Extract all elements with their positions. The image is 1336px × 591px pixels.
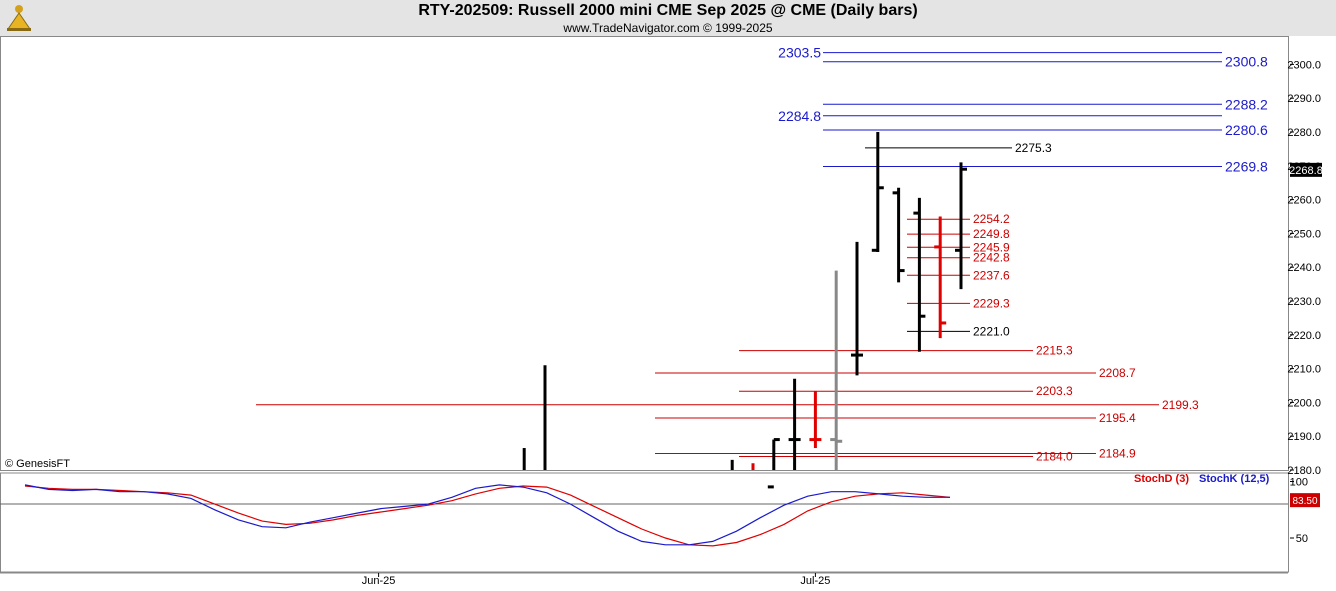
blue-level-label: 2280.6 <box>1225 122 1268 138</box>
stoch-legend-label: StochK (12,5) <box>1199 473 1270 485</box>
price-tick-label: 2240.0 <box>1287 262 1321 274</box>
black-level-label: 2275.3 <box>1015 141 1052 155</box>
stoch-tick-label: 100 <box>1290 477 1308 489</box>
price-tick-label: 2220.0 <box>1287 330 1321 342</box>
stoch-legend-label: StochD (3) <box>1134 473 1189 485</box>
price-tick-label: 2250.0 <box>1287 228 1321 240</box>
price-tick-label: 2280.0 <box>1287 127 1321 139</box>
trader-logo-icon <box>7 5 31 31</box>
price-tick-label: 2290.0 <box>1287 93 1321 105</box>
red-level-label: 2245.9 <box>973 240 1010 254</box>
watermark: © GenesisFT <box>5 458 70 470</box>
chart-subtitle: www.TradeNavigator.com © 1999-2025 <box>563 21 773 35</box>
price-axis: 2180.0 2190.0 2200.0 2210.0 2220.0 2230.0 2240… <box>1287 59 1322 477</box>
red-level-label: 2229.3 <box>973 296 1010 310</box>
red-level-label: 2199.3 <box>1162 398 1199 412</box>
red-level-label: 2184.9 <box>1099 446 1136 460</box>
blue-level-label: 2288.2 <box>1225 96 1268 112</box>
price-tick-label: 2190.0 <box>1287 431 1321 443</box>
price-tick-label: 2300.0 <box>1287 59 1321 71</box>
blue-level-label: 2284.8 <box>778 108 821 124</box>
stoch-level-label: 83.50 <box>1292 496 1317 507</box>
red-level-label: 2254.2 <box>973 212 1010 226</box>
price-tick-label: 2200.0 <box>1287 397 1321 409</box>
red-level-label: 2195.4 <box>1099 411 1136 425</box>
blue-level-label: 2303.5 <box>778 45 821 61</box>
price-bars <box>522 132 967 489</box>
red-level-label: 2215.3 <box>1036 344 1073 358</box>
price-chart[interactable]: 2180.0 2190.0 2200.0 2210.0 2220.0 2230.0 2240… <box>0 36 1336 591</box>
price-tick-label: 2260.0 <box>1287 195 1321 207</box>
price-tick-label: 2210.0 <box>1287 364 1321 376</box>
red-level-label: 2237.6 <box>973 268 1010 282</box>
level-lines: 2303.5 2300.8 2288.2 2284.8 2280.6 2269.8 2275… <box>256 45 1268 463</box>
stoch-level-box <box>1290 493 1320 508</box>
date-tick-label: Jun-25 <box>362 575 396 587</box>
price-tick-label: 2230.0 <box>1287 296 1321 308</box>
current-price-box <box>1290 162 1322 177</box>
price-tick-label: 2180.0 <box>1287 465 1321 477</box>
title-bar <box>0 0 1336 36</box>
red-level-label: 2208.7 <box>1099 366 1136 380</box>
chart-frame <box>0 36 1289 574</box>
stoch-panel-border <box>0 472 1289 573</box>
black-level-label: 2221.0 <box>973 324 1010 338</box>
blue-level-label: 2269.8 <box>1225 158 1268 174</box>
stoch-tick-label: 50 <box>1296 533 1308 545</box>
stoch-line <box>24 484 950 546</box>
chart-title: RTY-202509: Russell 2000 mini CME Sep 20… <box>418 2 918 19</box>
current-price-label: 2268.8 <box>1289 165 1323 177</box>
price-panel-border <box>0 36 1289 471</box>
date-tick-label: Jul-25 <box>800 575 830 587</box>
red-level-label: 2242.8 <box>973 251 1010 265</box>
stochastic-panel: 100 50 83.50 StochD (3) StochK (12,5) <box>24 473 1320 547</box>
date-axis: Jun-25 Jul-25 <box>362 573 830 587</box>
red-level-label: 2184.0 <box>1036 449 1073 463</box>
stoch-line <box>24 485 951 547</box>
blue-level-label: 2300.8 <box>1225 54 1268 70</box>
red-level-label: 2249.8 <box>973 227 1010 241</box>
red-level-label: 2203.3 <box>1036 384 1073 398</box>
